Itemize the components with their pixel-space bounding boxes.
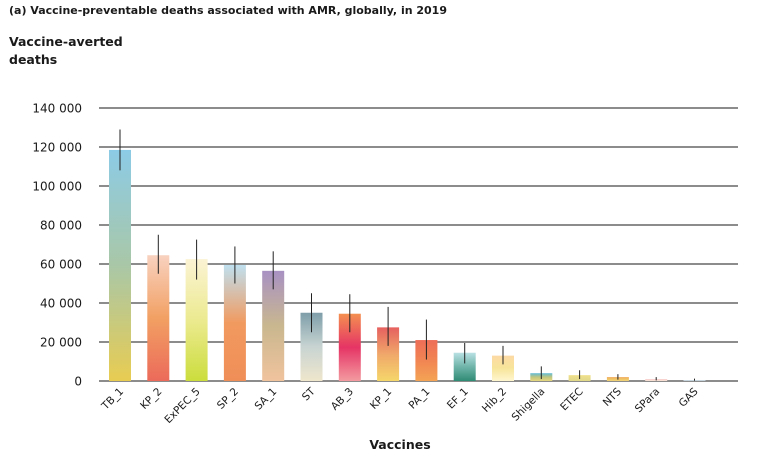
x-tick-label: SA_1: [252, 386, 279, 413]
y-tick-label: 100 000: [32, 180, 82, 194]
x-tick-label: AB_3: [329, 386, 356, 413]
x-tick-label: Hib_2: [480, 386, 509, 415]
x-tick-label: KP_1: [368, 386, 394, 412]
x-axis-label: Vaccines: [369, 437, 430, 452]
x-tick-label: Shigella: [509, 386, 547, 424]
x-tick-label: SP_2: [215, 386, 241, 412]
bar-ab-3: [338, 313, 361, 381]
x-tick-label: TB_1: [99, 386, 126, 413]
bars: [109, 149, 706, 381]
y-tick-label: 20 000: [40, 336, 82, 350]
bar-sa-1: [262, 270, 285, 381]
bar-expec-5: [185, 259, 208, 381]
y-tick-label: 120 000: [32, 141, 82, 155]
x-tick-label: ExPEC_5: [162, 386, 202, 426]
y-tick-label: 60 000: [40, 258, 82, 272]
x-tick-label: KP_2: [138, 386, 164, 412]
y-tick-label: 40 000: [40, 297, 82, 311]
y-tick-label: 0: [74, 375, 82, 389]
x-tick-label: SPara: [633, 386, 662, 415]
bar-kp-1: [377, 327, 400, 381]
error-bars: [119, 129, 695, 381]
y-axis-label-line-1: Vaccine-averted: [9, 34, 123, 49]
y-tick-label: 140 000: [32, 102, 82, 116]
bar-hib-2: [492, 355, 514, 381]
x-tick-label: ST: [300, 385, 318, 403]
y-tick-label: 80 000: [40, 219, 82, 233]
x-tick-label: NTS: [601, 385, 625, 409]
y-tick-labels: 0 20 000 40 000 60 000 80 000 100 000 120 000 1…: [32, 102, 82, 389]
x-tick-label: ETEC: [558, 386, 586, 414]
bar-kp-2: [147, 255, 170, 381]
x-tick-label: EF_1: [445, 386, 471, 412]
bar-tb-1: [109, 149, 131, 381]
bar-ef-1: [453, 352, 476, 381]
y-axis-label-line-2: deaths: [9, 52, 57, 67]
bar-pa-1: [415, 340, 438, 381]
x-tick-label: PA_1: [407, 386, 433, 412]
x-tick-label: GAS: [677, 385, 701, 409]
bar-st: [300, 312, 323, 381]
chart-title: (a) Vaccine-preventable deaths associate…: [9, 4, 447, 17]
bar-sp-2: [223, 264, 246, 381]
